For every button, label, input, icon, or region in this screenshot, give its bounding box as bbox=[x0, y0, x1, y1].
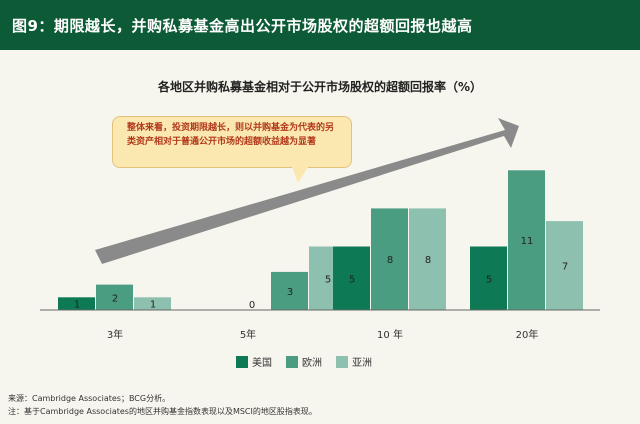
legend-label-asia: 亚洲 bbox=[352, 358, 372, 369]
x-tick-label-2: 10 年 bbox=[377, 328, 403, 341]
footer-source: 来源：Cambridge Associates；BCG分析。 bbox=[8, 394, 171, 403]
footer-note: 注：基于Cambridge Associates的地区并购基金指数表现以及MSC… bbox=[8, 407, 317, 416]
data-label-2-0: 1 bbox=[150, 300, 156, 311]
bar-0-3 bbox=[470, 246, 507, 310]
bar-1-3 bbox=[508, 170, 545, 310]
page-title: 图9：期限越长，并购私募基金高出公开市场股权的超额回报也越高 bbox=[12, 16, 473, 35]
x-tick-label-3: 20年 bbox=[516, 328, 539, 341]
data-label-1-2: 8 bbox=[387, 255, 393, 266]
callout-tail bbox=[292, 167, 308, 183]
legend-swatch-usa bbox=[236, 355, 248, 368]
data-label-2-3: 7 bbox=[562, 262, 568, 273]
bar-2-0 bbox=[134, 297, 171, 310]
data-label-2-1: 5 bbox=[325, 274, 331, 285]
legend: 美国 欧洲 亚洲 bbox=[236, 354, 372, 369]
legend-swatch-europe bbox=[286, 355, 298, 368]
legend-label-europe: 欧洲 bbox=[302, 358, 322, 369]
data-label-0-2: 5 bbox=[349, 274, 355, 285]
bar-1-0 bbox=[96, 284, 133, 310]
callout-box: 整体来看，投资期限越长，则以并购基金为代表的另类资产相对于普通公开市场的超额收益… bbox=[112, 116, 352, 168]
data-label-0-3: 5 bbox=[486, 274, 492, 285]
bar-0-2 bbox=[333, 246, 370, 310]
legend-item-usa: 美国 bbox=[236, 354, 272, 369]
legend-item-asia: 亚洲 bbox=[336, 354, 372, 369]
bar-0-0 bbox=[58, 297, 95, 310]
x-tick-label-1: 5年 bbox=[240, 328, 256, 341]
legend-label-usa: 美国 bbox=[252, 358, 272, 369]
data-label-2-2: 8 bbox=[425, 255, 431, 266]
data-label-1-0: 2 bbox=[112, 293, 118, 304]
data-label-0-0: 1 bbox=[74, 300, 80, 311]
bar-2-2 bbox=[409, 208, 446, 310]
x-tick-label-0: 3年 bbox=[107, 328, 123, 341]
trend-arrow bbox=[95, 118, 519, 264]
data-label-1-3: 11 bbox=[521, 236, 534, 247]
chart-title: 各地区并购私募基金相对于公开市场股权的超额回报率（%） bbox=[157, 80, 483, 94]
legend-item-europe: 欧洲 bbox=[286, 354, 322, 369]
bar-1-1 bbox=[271, 271, 308, 310]
bar-2-3 bbox=[546, 221, 583, 310]
data-label-0-1: 0 bbox=[249, 300, 255, 311]
footer: 来源：Cambridge Associates；BCG分析。 注：基于Cambr… bbox=[8, 392, 317, 418]
data-label-1-1: 3 bbox=[287, 287, 293, 298]
bar-1-2 bbox=[371, 208, 408, 310]
legend-swatch-asia bbox=[336, 355, 348, 368]
header-bar: 图9：期限越长，并购私募基金高出公开市场股权的超额回报也越高 bbox=[0, 0, 640, 50]
